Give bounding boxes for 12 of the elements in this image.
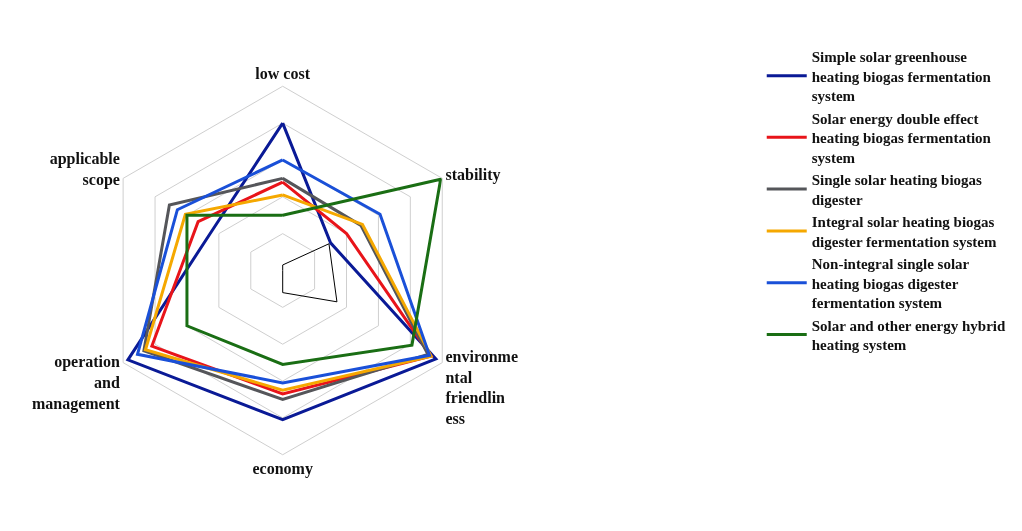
legend-label: Integral solar heating biogas digester fermentation system — [811, 214, 997, 250]
legend-label: Simple solar greenhouse heating biogas fermentation system — [811, 49, 992, 105]
legend-label: Solar energy double effect heating biogas fermentation system — [811, 110, 992, 166]
legend-label: Single solar heating biogas digester — [811, 172, 983, 208]
spoke-label: applicable scope — [49, 150, 120, 189]
legend-label: Solar and other energy hybrid heating system — [811, 317, 1007, 354]
spoke-label: stability — [445, 165, 501, 184]
spoke-label: operation and management — [31, 352, 121, 413]
legend-label: Non-integral single solar heating biogas digester fermentation system — [811, 256, 970, 312]
spoke-label: low cost — [255, 65, 311, 83]
spoke-label: environmental friendliness — [445, 347, 519, 428]
spoke-label: economy — [252, 460, 313, 479]
